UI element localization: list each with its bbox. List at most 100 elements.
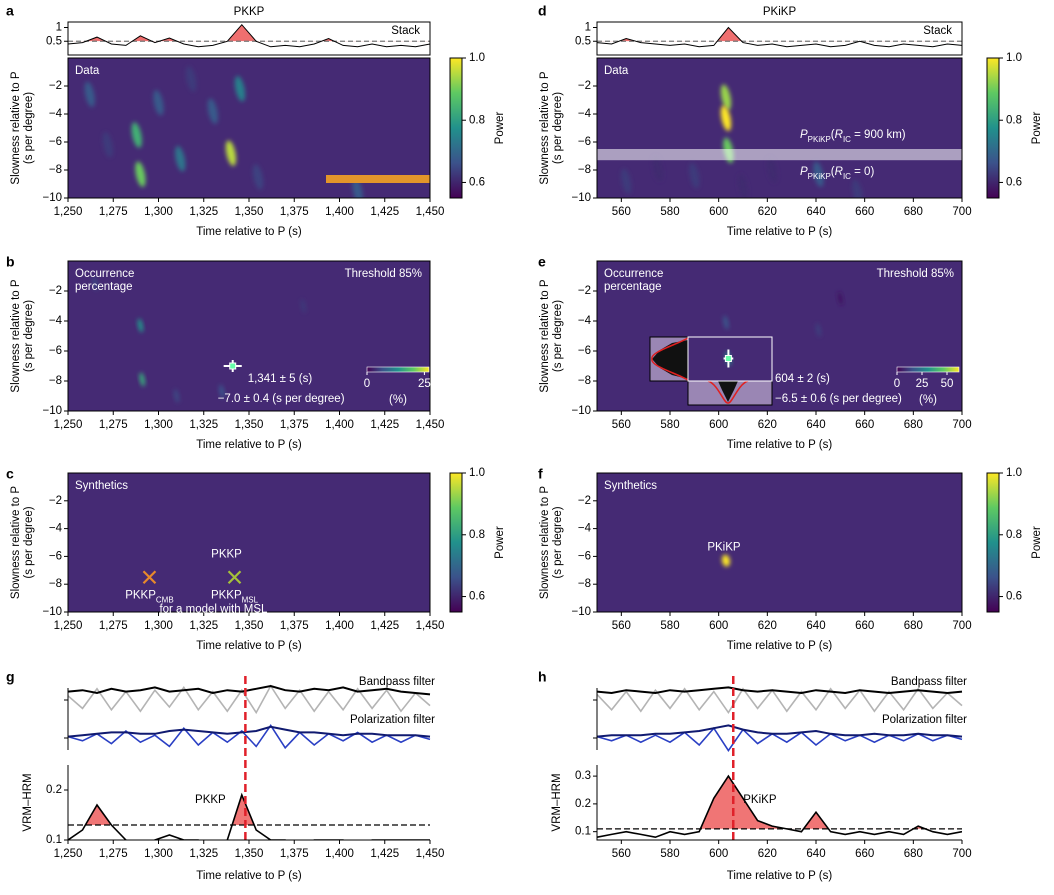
x-tick-label: 1,450 — [416, 206, 445, 218]
feature-label: PKiKP — [707, 542, 741, 554]
feature — [767, 157, 778, 183]
heatmap-background — [68, 261, 430, 411]
y-axis-label: Slowness relative to P — [10, 71, 22, 184]
band-label-part: = 0) — [851, 166, 875, 178]
plot-frame — [596, 472, 963, 613]
threshold-label: Threshold 85% — [345, 268, 422, 280]
y-axis-label: VRM–HRM — [551, 773, 563, 831]
marker-above-label: PKKP — [211, 548, 242, 560]
y-axis-label: VRM–HRM — [22, 773, 34, 831]
x-tick-label: 560 — [612, 620, 631, 632]
waveform — [67, 684, 431, 715]
x-tick-label: 640 — [806, 419, 825, 431]
panel-tag: Synthetics — [604, 480, 657, 492]
x-tick-label: 700 — [952, 419, 971, 431]
feature — [352, 178, 363, 198]
waveform — [67, 723, 431, 750]
y-axis-label: Slowness relative to P — [10, 486, 22, 599]
x-tick-label: 1,450 — [416, 848, 445, 860]
feature — [131, 122, 142, 148]
x-axis-label: Time relative to P (s) — [727, 870, 833, 882]
y-tick-label: −6 — [49, 136, 62, 148]
x-tick-label: 600 — [709, 206, 728, 218]
x-tick-label: 700 — [952, 848, 971, 860]
vrm-fill — [68, 795, 430, 825]
colorbar — [449, 472, 463, 613]
x-tick-label: 620 — [758, 206, 777, 218]
colorbar-label: (%) — [389, 394, 407, 406]
inset-frame — [687, 336, 773, 382]
feature — [689, 162, 700, 189]
y-tick-label: 0.3 — [575, 770, 591, 782]
x-tick-label: 560 — [612, 419, 631, 431]
x-axis-label: Time relative to P (s) — [196, 226, 302, 238]
x-tick-label: 1,400 — [325, 620, 354, 632]
stack-frame — [67, 21, 431, 56]
y-tick-label: −4 — [49, 108, 63, 120]
waveform — [67, 684, 431, 696]
y-axis-label: (s per degree) — [23, 506, 35, 578]
colorbar-tick-label: 0.8 — [1006, 114, 1022, 126]
marker-label: PKKPCMB — [125, 589, 173, 604]
x-axis-label: Time relative to P (s) — [196, 870, 302, 882]
x-tick-label: 1,300 — [144, 419, 173, 431]
x-tick-label: 1,375 — [280, 848, 309, 860]
y-axis-label: (s per degree) — [552, 300, 564, 372]
feature — [737, 174, 749, 198]
heatmap-background — [597, 473, 962, 612]
y-tick-label: −6 — [49, 345, 62, 357]
colorbar-tick-label: 1.0 — [469, 52, 485, 64]
x-tick-label: 560 — [612, 848, 631, 860]
vrm-line — [597, 774, 962, 839]
x-tick-label: 660 — [855, 206, 874, 218]
y-tick-label: −4 — [578, 523, 592, 535]
band-label-part: ( — [831, 166, 835, 178]
x-axis-label: Time relative to P (s) — [727, 226, 833, 238]
vrm-line — [68, 792, 430, 840]
marker-label-sub: MSL — [242, 595, 259, 604]
colorbar-tick-label: 0.8 — [469, 529, 485, 541]
feature — [652, 155, 663, 182]
x-tick-label: 1,275 — [99, 206, 128, 218]
y-tick-label: −10 — [571, 606, 591, 618]
panel-letter: e — [538, 254, 546, 270]
slowness-band — [597, 149, 962, 161]
x-tick-label: 1,325 — [189, 206, 218, 218]
waveform — [596, 724, 963, 738]
x-tick-label: 680 — [904, 206, 923, 218]
x-tick-label: 680 — [904, 848, 923, 860]
stack-frame — [596, 21, 963, 56]
feature — [175, 146, 186, 172]
panel-letter: d — [538, 3, 547, 19]
band-label-part: = 900 km) — [851, 129, 906, 141]
y-tick-label: −2 — [49, 285, 62, 297]
axes-spines — [67, 765, 430, 841]
feature — [219, 384, 225, 399]
inset-hist-bottom — [718, 381, 738, 402]
band-label-part: IC — [843, 172, 851, 181]
colorbar-label: Power — [494, 526, 506, 559]
x-tick-label: 1,325 — [189, 419, 218, 431]
colorbar-tick-label: 25 — [418, 378, 431, 390]
x-tick-label: 1,375 — [280, 206, 309, 218]
colorbar-label: Power — [1031, 112, 1043, 145]
colorbar-tick-label: 1.0 — [1006, 52, 1022, 64]
plot-frame — [596, 57, 963, 199]
y-tick-label: −2 — [578, 80, 591, 92]
x-tick-label: 1,425 — [370, 848, 399, 860]
panel-tag: percentage — [604, 281, 662, 293]
band-label-part: P — [800, 166, 808, 178]
colorbar-tick-label: 0 — [894, 378, 900, 390]
heatmap-background — [68, 473, 430, 612]
y-tick-label: −10 — [571, 192, 591, 204]
heatmap — [84, 66, 430, 198]
panel-tag: Occurrence — [604, 268, 663, 280]
x-tick-label: 1,350 — [235, 848, 264, 860]
y-tick-label: 1 — [585, 22, 591, 34]
x-tick-label: 680 — [904, 620, 923, 632]
marker — [227, 570, 242, 585]
stack-line — [67, 23, 431, 48]
x-tick-label: 1,325 — [189, 620, 218, 632]
band-label-part: PKiKP — [808, 135, 831, 144]
